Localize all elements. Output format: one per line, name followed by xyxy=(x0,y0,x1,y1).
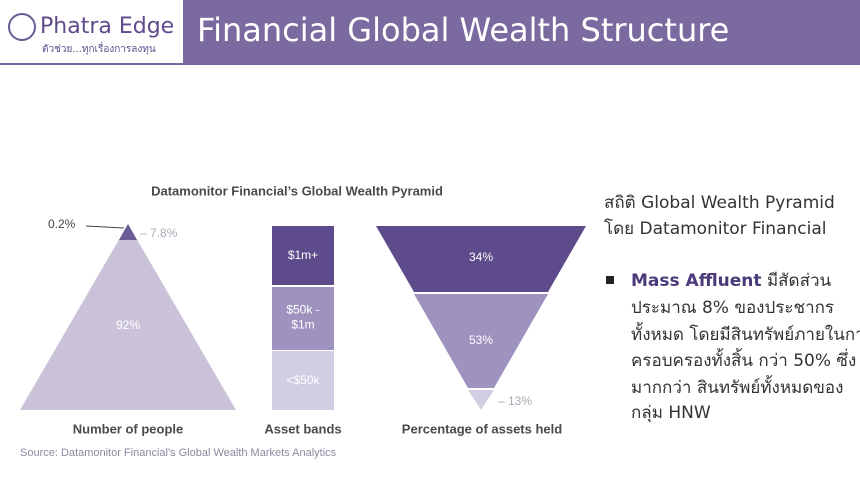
chart-title: Datamonitor Financial’s Global Wealth Py… xyxy=(151,183,443,198)
assets-bottom xyxy=(468,390,494,410)
tagline: ตัวช่วย...ทุกเรื่องการลงทุน xyxy=(42,41,156,55)
assets-middle-label: 53% xyxy=(469,333,493,347)
text-line: กลุ่ม HNW xyxy=(631,403,711,423)
assets-top-label: 34% xyxy=(469,250,493,264)
band-label: $50k -$1m xyxy=(286,303,319,332)
band-label: $1m+ xyxy=(288,248,318,262)
people-top: 0.2% xyxy=(48,217,76,231)
axis-label: Number of people xyxy=(73,421,184,436)
text-line: มากกว่า สินทรัพย์ทั้งหมดของ xyxy=(631,375,843,398)
assets-top xyxy=(376,226,586,292)
axis-label: Percentage of assets held xyxy=(402,421,562,436)
people-middle: – 7.8% xyxy=(140,226,178,240)
assets-middle xyxy=(414,294,548,388)
band xyxy=(272,287,334,350)
title-bar xyxy=(183,0,860,65)
leader-line xyxy=(85,225,125,229)
axis-label: Asset bands xyxy=(264,421,341,436)
bullet-first: Mass Affluent มีสัดส่วน xyxy=(631,271,831,291)
text-line: ทั้งหมด โดยมีสินทรัพย์ภายในการ xyxy=(631,322,860,345)
band xyxy=(272,351,334,410)
text-line: โดย Datamonitor Financial xyxy=(604,218,827,239)
logo-mark xyxy=(8,13,36,41)
text-line: ครอบครองทั้งสิ้น กว่า 50% ซึ่ง xyxy=(631,348,856,371)
bold-text: Mass Affluent xyxy=(631,271,762,291)
logo: Phatra Edge xyxy=(40,14,174,39)
assets-bottom-label: – 13% xyxy=(498,394,532,408)
slide-title: Financial Global Wealth Structure xyxy=(197,11,729,49)
source: Source: Datamonitor Financial's Global W… xyxy=(20,447,337,459)
band-label: <$50k xyxy=(286,373,320,387)
band xyxy=(272,226,334,285)
people-pyramid xyxy=(20,224,236,410)
people-tip xyxy=(119,224,137,240)
text-line: ประมาณ 8% ของประชากร xyxy=(631,298,834,318)
text: มีสัดส่วน xyxy=(762,271,832,291)
people-base: 92% xyxy=(116,318,140,332)
bullet xyxy=(606,276,614,284)
text-line: สถิติ Global Wealth Pyramid xyxy=(604,193,835,213)
